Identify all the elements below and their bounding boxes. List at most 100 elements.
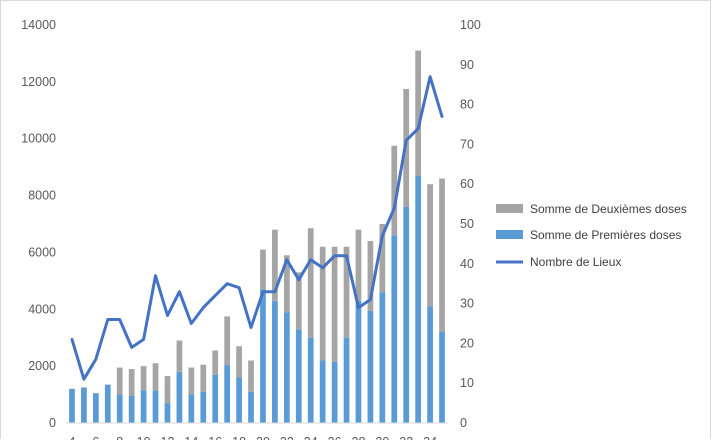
x-tick-label: 18	[232, 435, 246, 440]
bar-premieres-doses	[331, 361, 338, 423]
x-tick-label: 28	[352, 435, 366, 440]
right-tick-label: 30	[460, 297, 474, 311]
right-tick-label: 20	[460, 336, 474, 350]
bar-premieres-doses	[140, 390, 147, 423]
x-tick-label: 10	[137, 435, 151, 440]
bar-premieres-doses	[391, 235, 398, 423]
bar-deuxiemes-doses	[116, 367, 123, 395]
bar-deuxiemes-doses	[391, 145, 398, 236]
bar-premieres-doses	[403, 206, 410, 423]
bar-deuxiemes-doses	[415, 50, 422, 176]
bar-premieres-doses	[260, 289, 266, 423]
bar-deuxiemes-doses	[200, 364, 207, 392]
bar-deuxiemes-doses	[260, 249, 266, 290]
legend-label: Somme de Deuxièmes doses	[530, 202, 687, 216]
bar-deuxiemes-doses	[343, 246, 350, 338]
x-tick-label: 30	[375, 435, 389, 440]
x-tick-label: 22	[280, 435, 294, 440]
bar-premieres-doses	[152, 390, 159, 423]
bar-premieres-doses	[379, 292, 386, 423]
bar-premieres-doses	[295, 329, 302, 423]
legend-swatch	[496, 230, 523, 239]
bar-deuxiemes-doses	[152, 363, 159, 391]
bar-deuxiemes-doses	[164, 376, 171, 404]
bar-premieres-doses	[92, 393, 99, 423]
bar-deuxiemes-doses	[283, 255, 290, 313]
bar-deuxiemes-doses	[188, 367, 195, 395]
left-tick-label: 14000	[21, 18, 56, 32]
x-tick-label: 14	[184, 435, 198, 440]
x-tick-label: 24	[304, 435, 318, 440]
right-tick-label: 10	[460, 376, 474, 390]
bar-premieres-doses	[212, 374, 219, 423]
bar-deuxiemes-doses	[439, 178, 445, 333]
right-tick-label: 0	[460, 416, 467, 430]
bar-premieres-doses	[319, 360, 326, 423]
bar-deuxiemes-doses	[379, 224, 386, 293]
legend-swatch	[496, 204, 523, 213]
bar-premieres-doses	[439, 332, 445, 423]
bar-deuxiemes-doses	[140, 366, 147, 391]
left-tick-label: 2000	[28, 359, 56, 373]
bar-premieres-doses	[355, 300, 362, 423]
bar-deuxiemes-doses	[272, 229, 278, 301]
bar-premieres-doses	[343, 337, 350, 423]
bar-premieres-doses	[272, 300, 278, 423]
left-tick-label: 12000	[21, 75, 56, 89]
bar-premieres-doses	[307, 337, 314, 423]
bar-premieres-doses	[116, 394, 123, 423]
bar-deuxiemes-doses	[331, 246, 338, 362]
x-tick-label: 6	[92, 435, 99, 440]
bar-premieres-doses	[200, 391, 207, 423]
bar-deuxiemes-doses	[427, 184, 433, 307]
left-tick-label: 6000	[28, 245, 56, 259]
left-tick-label: 8000	[28, 189, 56, 203]
bar-deuxiemes-doses	[248, 360, 254, 392]
line-nombre-de-lieux	[70, 75, 444, 381]
bar-premieres-doses	[69, 388, 75, 423]
bar-deuxiemes-doses	[295, 272, 302, 330]
bar-premieres-doses	[104, 384, 111, 423]
left-tick-label: 0	[49, 416, 56, 430]
line-layer	[70, 75, 444, 381]
bar-deuxiemes-doses	[224, 316, 231, 365]
right-y-axis: 0 10 20 30 40 50 60 70 80 90 100	[460, 18, 481, 430]
bar-deuxiemes-doses	[367, 241, 374, 311]
x-tick-label: 8	[116, 435, 123, 440]
bar-deuxiemes-doses	[128, 368, 135, 396]
x-tick-label: 32	[399, 435, 413, 440]
right-tick-label: 100	[460, 18, 481, 32]
x-tick-label: 26	[328, 435, 342, 440]
legend: Somme de Deuxièmes doses Somme de Premièr…	[496, 202, 687, 269]
bar-deuxiemes-doses	[307, 228, 314, 338]
right-tick-label: 80	[460, 98, 474, 112]
bar-premieres-doses	[176, 371, 183, 423]
bar-deuxiemes-doses	[212, 350, 219, 375]
x-tick-label: 12	[161, 435, 175, 440]
x-tick-label: 4	[68, 435, 75, 440]
bar-deuxiemes-doses	[236, 346, 242, 378]
right-tick-label: 60	[460, 177, 474, 191]
right-tick-label: 90	[460, 58, 474, 72]
left-tick-label: 10000	[21, 132, 56, 146]
bar-deuxiemes-doses	[319, 246, 326, 361]
bar-premieres-doses	[224, 364, 231, 423]
legend-label: Nombre de Lieux	[530, 255, 621, 269]
right-tick-label: 50	[460, 217, 474, 231]
bar-premieres-doses	[188, 394, 195, 423]
bar-premieres-doses	[128, 395, 135, 423]
x-tick-label: 20	[256, 435, 270, 440]
bar-deuxiemes-doses	[355, 229, 362, 301]
x-tick-label: 34	[423, 435, 437, 440]
left-tick-label: 4000	[28, 302, 56, 316]
bar-premieres-doses	[248, 391, 254, 423]
bars-layer	[69, 50, 445, 423]
bar-premieres-doses	[236, 377, 242, 423]
right-tick-label: 40	[460, 257, 474, 271]
x-axis: 4 6 8 10 12 14 16 18 20 22 24 26 28 30 32 34	[68, 435, 437, 440]
bar-premieres-doses	[415, 175, 422, 423]
bar-premieres-doses	[367, 310, 374, 423]
legend-label: Somme de Premières doses	[530, 228, 681, 242]
